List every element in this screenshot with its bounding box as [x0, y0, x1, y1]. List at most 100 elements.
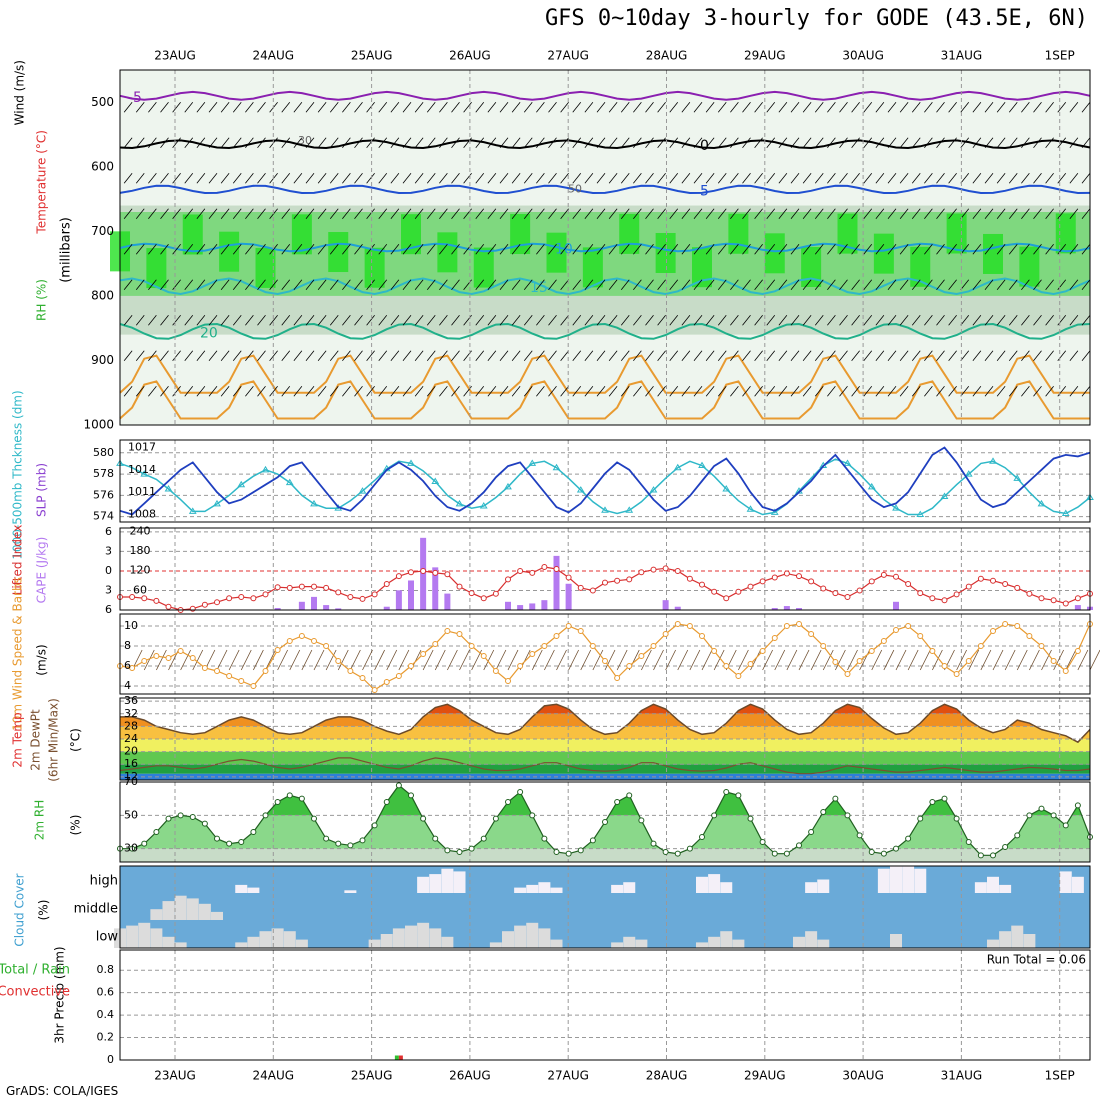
wind-speed-point — [468, 643, 475, 649]
thickness-line — [119, 458, 1091, 516]
wind-barb — [293, 208, 303, 220]
wind-speed-point — [880, 638, 887, 644]
wind-barb — [172, 315, 181, 326]
wind-barb — [523, 244, 533, 255]
wind-barb — [536, 386, 545, 397]
wind-axis-label: 10m Wind Speed & Barbs — [11, 577, 25, 731]
temperature-axis-label: 2m Temp — [11, 712, 25, 767]
wind-barb — [669, 102, 679, 113]
wind-speed-point — [274, 647, 281, 653]
rh-cell-high — [182, 214, 203, 255]
wind-barb — [669, 137, 679, 149]
cape-bar — [323, 605, 330, 610]
cloud-bar-high — [1071, 876, 1084, 893]
wind-barb — [475, 279, 485, 291]
cloud-bar-low — [417, 922, 430, 948]
wind-barb — [1008, 386, 1018, 397]
wind-barb — [645, 137, 654, 149]
wind-barb — [839, 102, 848, 113]
wind-barb — [633, 244, 642, 255]
wind-barb — [827, 279, 836, 291]
wind-barb — [620, 102, 630, 113]
cape-bar — [529, 603, 536, 610]
wind-barb — [960, 244, 970, 255]
wind-barb — [924, 173, 933, 184]
wind-barb — [548, 279, 557, 291]
wind-barb — [1069, 137, 1079, 149]
wind-barb — [220, 279, 230, 291]
wind-barb — [487, 173, 497, 184]
wind-barb — [172, 244, 181, 255]
rh-cell-high — [510, 214, 531, 255]
cloud-bar-high — [890, 866, 902, 893]
surface-wind-barb — [835, 649, 846, 671]
wind-barb — [208, 137, 218, 149]
wind-barb — [972, 386, 982, 397]
wind-barb — [717, 350, 727, 362]
wind-barb — [148, 315, 157, 326]
wind-barb — [572, 279, 582, 291]
wind-speed-point — [1014, 623, 1021, 629]
wind-speed-point — [844, 671, 851, 677]
rh-cell-high — [473, 247, 494, 288]
lifted-index-point — [1050, 597, 1057, 604]
lifted-index-point — [456, 583, 463, 590]
wind-barb — [317, 244, 327, 255]
wind-speed-point — [1026, 633, 1033, 639]
bottom-date-label: 29AUG — [744, 1069, 786, 1083]
wind-barb — [402, 279, 412, 291]
wind-barb — [511, 350, 521, 362]
rh-cell-high — [946, 213, 967, 254]
wind-barb — [778, 315, 788, 326]
thickness-point — [188, 507, 197, 514]
wind-barb — [475, 386, 485, 397]
wind-barb — [778, 350, 788, 362]
wind-barb — [984, 279, 994, 291]
wind-barb — [1081, 315, 1091, 326]
wind-barb — [269, 386, 278, 397]
wind-barb — [572, 244, 582, 255]
wind-speed-point — [856, 658, 863, 664]
cloud-bar-high — [611, 884, 624, 893]
wind-barb — [669, 208, 679, 220]
wind-barb — [827, 315, 836, 326]
wind-barb — [160, 244, 169, 255]
wind-speed-point — [589, 643, 596, 649]
wind-barb — [245, 208, 254, 220]
wind-barb — [148, 173, 157, 184]
cloud-bar-high — [550, 887, 563, 893]
wind-barb — [232, 350, 242, 362]
wind-barb — [148, 279, 157, 291]
cape-bar — [517, 605, 524, 610]
wind-barb — [681, 137, 691, 149]
wind-barb — [402, 137, 412, 149]
surface-wind-barb — [483, 649, 495, 671]
cape-bar — [505, 601, 511, 610]
temperature-contour-label: 0 — [700, 138, 709, 154]
wind-barb — [911, 315, 921, 326]
wind-barb — [730, 208, 739, 220]
wind-barb — [536, 173, 545, 184]
thickness-point — [407, 459, 415, 466]
lifted-index-point — [274, 584, 281, 591]
rh-point — [517, 789, 524, 795]
thickness-point — [1013, 474, 1022, 481]
wind-barb — [645, 102, 654, 113]
wind-barb — [487, 315, 497, 326]
wind-speed-point — [759, 648, 766, 654]
rh-point — [711, 812, 718, 819]
wind-barb — [924, 102, 933, 113]
wind-barb — [257, 102, 266, 113]
wind-barb — [887, 173, 897, 184]
rh-point — [238, 839, 245, 845]
rh-contour-label: 50 — [568, 182, 582, 195]
wind-barb — [511, 137, 521, 149]
wind-barb — [317, 208, 327, 220]
lifted-index-point — [783, 570, 790, 577]
surface-wind-barb — [750, 649, 761, 671]
top-date-label: 27AUG — [547, 49, 589, 63]
cloud-high-label: high — [90, 874, 118, 889]
wind-barb — [730, 173, 739, 184]
wind-barb — [1033, 208, 1042, 220]
wind-barb — [1069, 102, 1079, 113]
